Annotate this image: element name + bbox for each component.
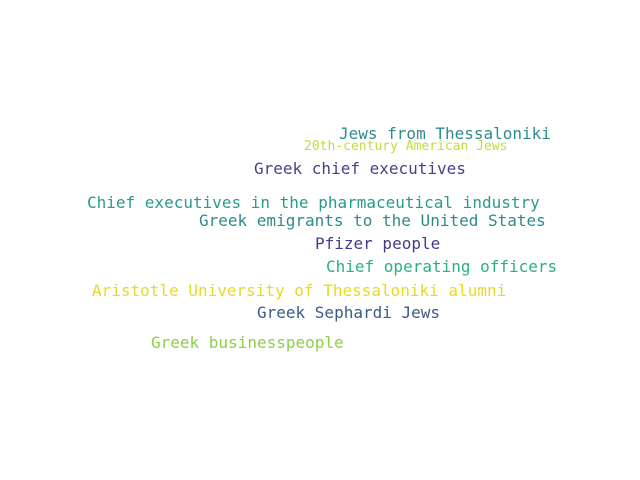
word-pfizer-people: Pfizer people <box>315 234 441 253</box>
word-jews-from-thessaloniki: Jews from Thessaloniki <box>339 124 551 143</box>
word-20th-century-american-jews: 20th-century American Jews <box>304 139 508 154</box>
word-greek-sephardi-jews: Greek Sephardi Jews <box>257 303 441 322</box>
word-greek-emigrants: Greek emigrants to the United States <box>199 211 546 230</box>
word-greek-chief-executives: Greek chief executives <box>254 159 466 178</box>
word-chief-operating-officers: Chief operating officers <box>326 257 558 276</box>
word-chief-executives-pharmaceutical: Chief executives in the pharmaceutical i… <box>87 193 540 212</box>
word-aristotle-university-alumni: Aristotle University of Thessaloniki alu… <box>92 281 507 300</box>
word-greek-businesspeople: Greek businesspeople <box>151 333 344 352</box>
